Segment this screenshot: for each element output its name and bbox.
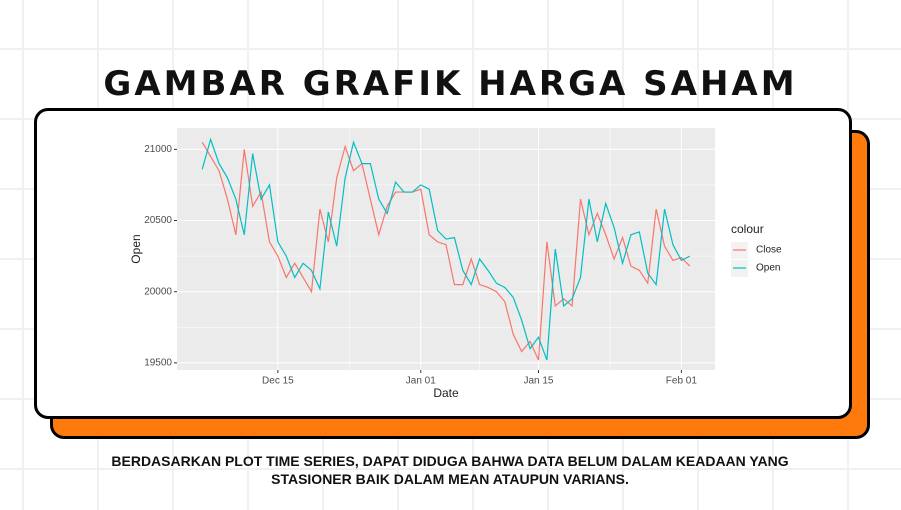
y-tick-label: 20500 [144,215,172,226]
caption: BERDASARKAN PLOT TIME SERIES, DAPAT DIDU… [111,453,789,487]
legend-label: Open [756,263,780,274]
x-tick-label: Dec 15 [262,376,294,387]
slide-title: GAMBAR GRAFIK HARGA SAHAM [103,64,798,104]
y-tick-label: 21000 [144,144,172,155]
y-axis-label: Open [129,234,143,263]
y-tick-label: 19500 [144,358,172,369]
series-line [201,137,691,361]
x-axis-label: Date [433,386,459,400]
legend-title: colour [731,222,764,236]
series-line [201,141,691,361]
legend-label: Close [756,245,782,256]
y-tick-label: 20000 [144,286,172,297]
x-tick-label: Jan 15 [523,376,553,387]
x-tick-label: Jan 01 [406,376,436,387]
plot-panel [177,128,715,370]
x-tick-label: Feb 01 [666,376,698,387]
